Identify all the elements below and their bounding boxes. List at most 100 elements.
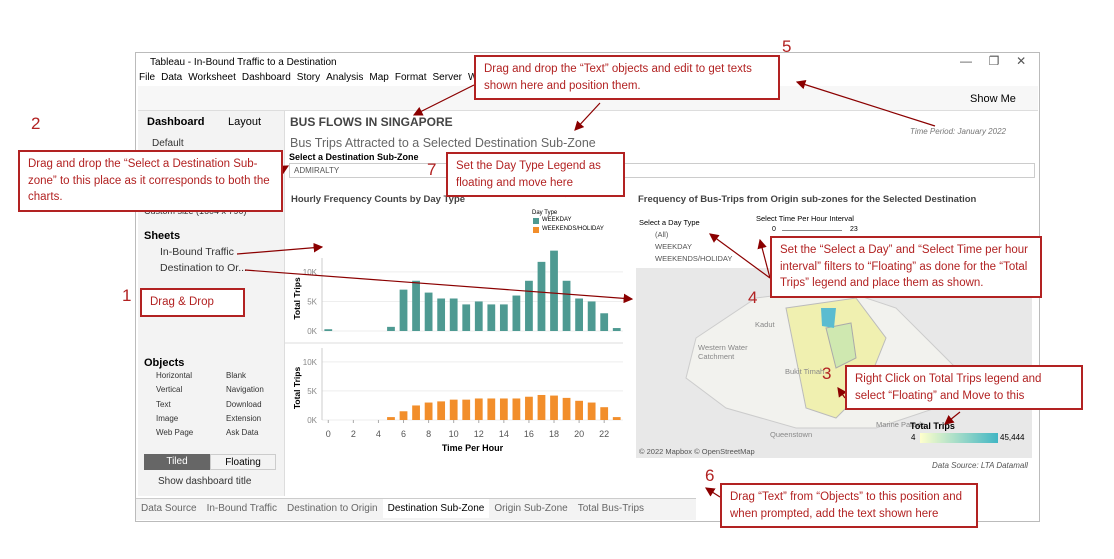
time-label: Select Time Per Hour Interval [756,214,854,223]
floating-button[interactable]: Floating [210,454,276,470]
chart-title: Hourly Frequency Counts by Day Type [291,194,466,205]
x-tick-label: 6 [401,429,406,439]
tab[interactable]: Layout [228,116,262,128]
x-tick-label: 8 [426,429,431,439]
sheets-title: Sheets [144,230,181,242]
bar [424,292,433,331]
show-title[interactable]: Show dashboard title [158,476,252,487]
x-tick-label: 16 [524,429,534,439]
map-label: Kadut [755,320,775,329]
object-item[interactable]: Blank [226,371,247,380]
x-tick-label: 20 [574,429,584,439]
object-item[interactable]: Web Page [156,428,194,438]
sheet-tab[interactable]: In-Bound Traffic [206,503,278,514]
data-source: Data Source: LTA Datamall [932,461,1028,470]
annotation-box: Drag “Text” from “Objects” to this posit… [720,483,978,529]
sheet[interactable]: Destination to Or... [160,262,247,274]
map-label: Queenstown [770,430,813,439]
bar [487,398,496,420]
menu-item[interactable]: Dashboard [241,72,291,83]
object-item[interactable]: Vertical [156,385,183,395]
menu-item[interactable]: File [139,72,156,83]
object-item[interactable]: Image [156,413,179,423]
menu-item[interactable]: Story [296,72,321,83]
time-slider[interactable] [782,230,842,231]
menu-item[interactable]: Worksheet [188,72,236,83]
bar [537,394,546,420]
window-controls[interactable]: — ❐ ✕ [960,54,1027,68]
legend-title: Total Trips [910,421,955,431]
sheet[interactable]: In-Bound Traffic [160,246,234,258]
object-item[interactable]: Horizontal [156,371,193,380]
menu-item[interactable]: Map [369,72,389,83]
object-item[interactable]: Text [156,399,171,409]
color-ramp [920,433,998,443]
time-min: 0 [772,226,776,233]
day-type-option[interactable]: WEEKDAY [655,242,692,251]
x-tick-label: 22 [599,429,609,439]
annotation-box: Right Click on Total Trips legend and se… [845,365,1083,411]
sheet-tabs: Data Source In-Bound Traffic Destination t… [136,498,696,520]
object-item[interactable]: Navigation [226,385,264,395]
show-me[interactable]: Show Me [970,93,1016,105]
day-type-option[interactable]: (All) [655,230,669,239]
bar [387,417,395,420]
bar [449,298,458,331]
bar [537,261,546,331]
bar [512,295,521,331]
x-tick-label: 10 [449,429,459,439]
object-item[interactable]: Ask Data [226,428,259,438]
sheet-tab[interactable]: Total Bus-Trips [577,503,645,514]
bar [474,398,483,420]
filter-dropdown[interactable]: ADMIRALTY [289,163,1035,178]
time-max: 23 [850,226,858,233]
menu-item[interactable]: Format [394,72,427,83]
bar [424,402,433,420]
menu-item[interactable]: Data [161,72,183,83]
map-title: Frequency of Bus-Trips from Origin sub-z… [638,194,977,205]
bar [412,280,420,331]
legend-swatch [533,218,539,224]
bar [600,313,609,331]
bar [600,407,609,420]
map-credit: © 2022 Mapbox © OpenStreetMap [639,447,755,456]
bar [612,417,621,420]
legend-label: WEEKDAY [542,217,572,223]
annotation-number: 2 [31,114,41,133]
sheet-tab[interactable]: Data Source [141,503,197,514]
x-tick-label: 4 [376,429,381,439]
menu-item[interactable]: Server [432,72,462,83]
annotation-box: Set the Day Type Legend as floating and … [446,152,625,198]
bar [437,298,446,331]
bar [525,280,533,331]
sheet-tab[interactable]: Destination to Origin [287,503,378,514]
y-tick-label: 0K [307,327,317,336]
legend-title: Day Type [532,210,558,216]
bar [399,289,408,331]
bar [550,250,558,331]
y-tick-label: 10K [303,268,318,277]
bar [587,402,596,420]
device[interactable]: Default [152,138,184,149]
annotation-box: Drag & Drop [140,288,245,317]
x-tick-label: 12 [474,429,484,439]
object-item[interactable]: Download [226,399,262,409]
menu-item[interactable]: Analysis [326,72,364,83]
annotation-number: 5 [782,37,792,56]
annotation-number: 7 [427,160,437,179]
bar [499,304,508,331]
annotation-number: 4 [748,288,758,307]
sheet-tab[interactable]: Destination Sub-Zone [382,499,490,518]
x-axis-label: Time Per Hour [442,443,504,453]
bar [399,411,408,420]
tiled-button[interactable]: Tiled [144,454,210,470]
day-type-option[interactable]: WEEKENDS/HOLIDAY [655,254,733,263]
sheet-tab[interactable]: Origin Sub-Zone [494,503,568,514]
legend-label: WEEKENDS/HOLIDAY [542,226,604,232]
object-item[interactable]: Extension [226,413,262,423]
bar [387,326,395,331]
bar [525,396,533,420]
bar [499,398,508,420]
tab[interactable]: Dashboard [147,116,205,128]
